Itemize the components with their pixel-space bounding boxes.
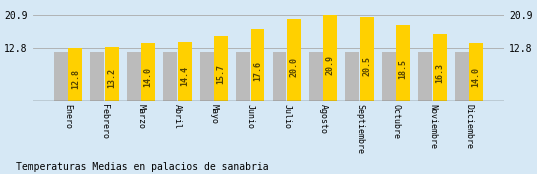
Text: Temperaturas Medias en palacios de sanabria: Temperaturas Medias en palacios de sanab… [16, 162, 268, 172]
Bar [382, 52, 396, 101]
Bar [68, 48, 82, 101]
Bar [105, 47, 119, 101]
Text: 15.7: 15.7 [216, 64, 226, 84]
Bar [433, 34, 447, 101]
Bar [323, 15, 337, 101]
Bar [360, 17, 374, 101]
Bar [251, 29, 264, 101]
Bar [141, 44, 155, 101]
Bar [396, 25, 410, 101]
Bar [273, 52, 286, 101]
Text: 14.0: 14.0 [144, 67, 153, 87]
Text: 17.6: 17.6 [253, 61, 262, 81]
Text: 14.4: 14.4 [180, 66, 189, 86]
Text: 13.2: 13.2 [107, 68, 116, 88]
Text: 12.8: 12.8 [71, 69, 80, 89]
Text: 20.0: 20.0 [289, 57, 299, 77]
Text: 16.3: 16.3 [435, 63, 444, 83]
Bar [309, 52, 323, 101]
Bar [214, 36, 228, 101]
Bar [418, 52, 432, 101]
Bar [455, 52, 469, 101]
Bar [200, 52, 214, 101]
Bar [287, 19, 301, 101]
Text: 20.5: 20.5 [362, 56, 371, 76]
Text: 18.5: 18.5 [399, 59, 408, 79]
Bar [163, 52, 177, 101]
Bar [54, 52, 68, 101]
Bar [90, 52, 104, 101]
Bar [236, 52, 250, 101]
Bar [127, 52, 141, 101]
Bar [469, 44, 483, 101]
Bar [178, 42, 192, 101]
Text: 20.9: 20.9 [326, 55, 335, 75]
Bar [345, 52, 359, 101]
Text: 14.0: 14.0 [471, 67, 481, 87]
